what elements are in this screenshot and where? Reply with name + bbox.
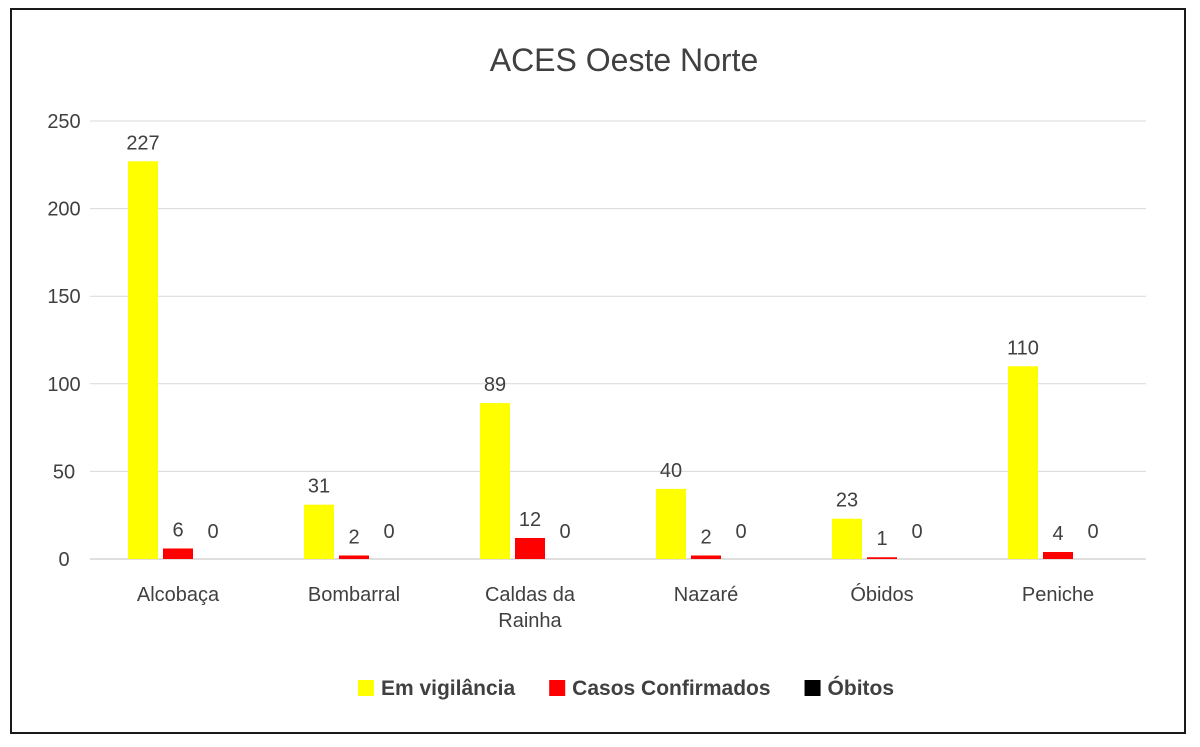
- data-label: 2: [348, 526, 359, 548]
- y-tick-label: 250: [47, 111, 80, 133]
- data-label: 0: [559, 521, 570, 543]
- legend-label: Em vigilância: [381, 677, 516, 700]
- bar: [867, 557, 897, 559]
- bar: [480, 403, 510, 559]
- legend-swatch: [549, 680, 566, 696]
- legend: Em vigilância Casos Confirmados Óbitos: [357, 676, 895, 700]
- data-label: 0: [383, 521, 394, 543]
- x-tick-label: Óbidos: [850, 583, 913, 606]
- bar: [163, 548, 193, 559]
- x-tick-label: Alcobaça: [137, 584, 220, 606]
- data-label: 1: [876, 528, 887, 550]
- bar: [515, 537, 545, 559]
- bar: [656, 488, 686, 559]
- data-label: 4: [1052, 523, 1063, 545]
- chart-title: ACES Oeste Norte: [490, 42, 759, 78]
- data-label: 23: [836, 490, 858, 512]
- data-label: 31: [308, 476, 330, 498]
- data-label: 227: [126, 132, 159, 154]
- data-label: 89: [484, 374, 506, 396]
- y-tick-label: 50: [53, 461, 75, 483]
- bars: [128, 161, 1073, 559]
- legend-label: Óbitos: [828, 676, 895, 700]
- data-label: 0: [1087, 521, 1098, 543]
- bar: [1008, 366, 1038, 559]
- data-label: 2: [700, 526, 711, 548]
- data-label: 0: [735, 521, 746, 543]
- legend-swatch: [804, 680, 821, 696]
- x-axis-categories: Alcobaça Bombarral Caldas da Rainha Nazaré Ób…: [137, 583, 1094, 632]
- x-tick-label: Nazaré: [674, 584, 738, 606]
- legend-swatch: [357, 680, 374, 696]
- bar: [339, 555, 369, 559]
- y-tick-label: 200: [47, 199, 80, 221]
- y-tick-label: 150: [47, 286, 80, 308]
- bar: [304, 504, 334, 559]
- x-tick-label: Rainha: [498, 610, 562, 632]
- gridlines: [90, 120, 1146, 560]
- data-label: 12: [519, 509, 541, 531]
- data-label: 0: [911, 521, 922, 543]
- chart-frame: ACES Oeste Norte 0 50 100 150 200 250 227 6 0 31…: [10, 8, 1186, 734]
- legend-label: Casos Confirmados: [572, 677, 770, 700]
- y-tick-label: 100: [47, 374, 80, 396]
- x-tick-label: Bombarral: [308, 584, 400, 606]
- y-axis-ticks: 0 50 100 150 200 250: [47, 111, 80, 571]
- data-label: 110: [1007, 337, 1039, 359]
- bar: [832, 518, 862, 559]
- bar: [691, 555, 721, 559]
- y-tick-label: 0: [58, 549, 69, 571]
- bar: [1043, 551, 1073, 559]
- data-label: 6: [172, 519, 183, 541]
- data-label: 0: [207, 521, 218, 543]
- data-label: 40: [660, 460, 682, 482]
- bar: [128, 161, 158, 559]
- x-tick-label: Peniche: [1022, 584, 1094, 606]
- x-tick-label: Caldas da: [485, 584, 576, 606]
